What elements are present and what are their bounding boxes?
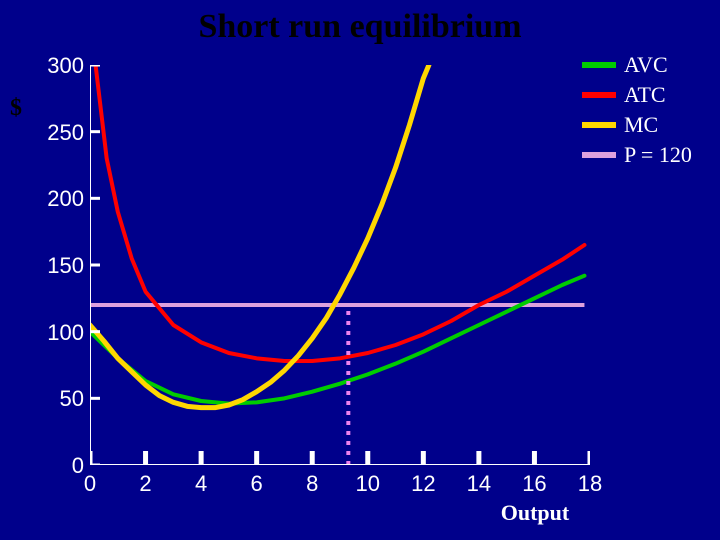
- y-tick-label: 150: [47, 253, 84, 279]
- chart-area: [90, 65, 590, 465]
- x-tick-label: 10: [348, 471, 388, 497]
- legend-swatch: [582, 122, 616, 128]
- chart-title: Short run equilibrium: [0, 8, 720, 46]
- y-axis-unit: $: [10, 95, 22, 122]
- y-tick-label: 200: [47, 186, 84, 212]
- legend-label: MC: [624, 112, 658, 138]
- y-tick-label: 250: [47, 120, 84, 146]
- legend-item: MC: [582, 110, 692, 140]
- x-tick-label: 6: [237, 471, 277, 497]
- legend-label: ATC: [624, 82, 666, 108]
- legend-item: P = 120: [582, 140, 692, 170]
- legend-swatch: [582, 92, 616, 98]
- slide: Short run equilibrium $ 0 50 100 150 200 250 3…: [0, 0, 720, 540]
- legend-label: P = 120: [624, 142, 692, 168]
- legend-item: ATC: [582, 80, 692, 110]
- y-tick-label: 100: [47, 320, 84, 346]
- y-tick-label: 50: [60, 386, 84, 412]
- atc-curve: [96, 65, 585, 361]
- y-tick-label: 300: [47, 53, 84, 79]
- x-tick-label: 18: [570, 471, 610, 497]
- legend-label: AVC: [624, 52, 668, 78]
- x-tick-label: 4: [181, 471, 221, 497]
- legend-item: AVC: [582, 50, 692, 80]
- legend-swatch: [582, 62, 616, 68]
- x-tick-label: 14: [459, 471, 499, 497]
- cost-curves-chart: [90, 65, 590, 465]
- x-axis-label: Output: [465, 500, 605, 526]
- x-tick-label: 16: [514, 471, 554, 497]
- x-tick-label: 2: [126, 471, 166, 497]
- x-tick-label: 8: [292, 471, 332, 497]
- x-tick-label: 0: [70, 471, 110, 497]
- mc-curve: [90, 65, 429, 408]
- x-tick-label: 12: [403, 471, 443, 497]
- legend: AVC ATC MC P = 120: [582, 50, 692, 170]
- legend-swatch: [582, 152, 616, 158]
